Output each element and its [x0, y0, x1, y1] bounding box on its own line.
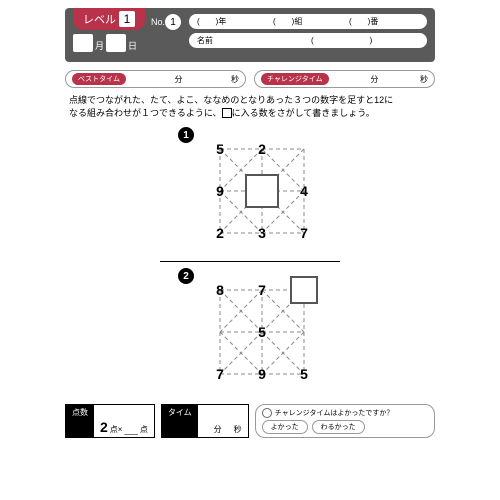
puzzle-number: 1 — [178, 127, 194, 143]
feedback-good[interactable]: よかった — [262, 420, 308, 434]
grid-number: 5 — [254, 324, 270, 340]
header-bar: レベル1 No. 1 月 日 ( )年 ( )組 ( )番 名前( ) — [65, 8, 435, 62]
grid-number: 7 — [296, 225, 312, 241]
puzzle-grid: 8 7 5 7 9 5 — [202, 272, 322, 392]
no-value: 1 — [165, 14, 181, 30]
date-row: 月 日 — [73, 34, 181, 52]
grid-number: 7 — [254, 282, 270, 298]
feedback-bad[interactable]: わるかった — [312, 420, 365, 434]
puzzle-number: 2 — [178, 268, 194, 284]
puzzle-grid: 5 2 9 4 2 3 7 — [202, 131, 322, 251]
grid-number: 4 — [296, 183, 312, 199]
best-time[interactable]: ベストタイム 分 秒 — [65, 70, 246, 88]
grid-number: 5 — [212, 141, 228, 157]
month-input[interactable] — [73, 34, 93, 52]
class-info[interactable]: ( )年 ( )組 ( )番 — [189, 14, 427, 29]
time-box: タイム 分 秒 — [161, 404, 249, 438]
feedback-box: チャレンジタイムはよかったですか？ よかった わるかった — [255, 404, 435, 438]
grid-number: 2 — [212, 225, 228, 241]
grid-number: 2 — [254, 141, 270, 157]
grid-number: 8 — [212, 282, 228, 298]
grid-number: 7 — [212, 366, 228, 382]
day-input[interactable] — [106, 34, 126, 52]
answer-box[interactable] — [245, 174, 279, 208]
grid-number: 5 — [296, 366, 312, 382]
name-info[interactable]: 名前( ) — [189, 33, 427, 48]
instructions: 点線でつながれた、たて、よこ、ななめのとなりあった３つの数字を足すと12に なる… — [69, 94, 431, 119]
grid-number: 9 — [212, 183, 228, 199]
score-box: 点数 2点×___点 — [65, 404, 155, 438]
challenge-time[interactable]: チャレンジタイム 分 秒 — [254, 70, 435, 88]
level-tab: レベル1 — [73, 8, 145, 30]
clock-icon — [262, 408, 272, 418]
no-label: No. — [151, 17, 165, 27]
grid-number: 9 — [254, 366, 270, 382]
answer-box[interactable] — [290, 276, 318, 304]
grid-number: 3 — [254, 225, 270, 241]
